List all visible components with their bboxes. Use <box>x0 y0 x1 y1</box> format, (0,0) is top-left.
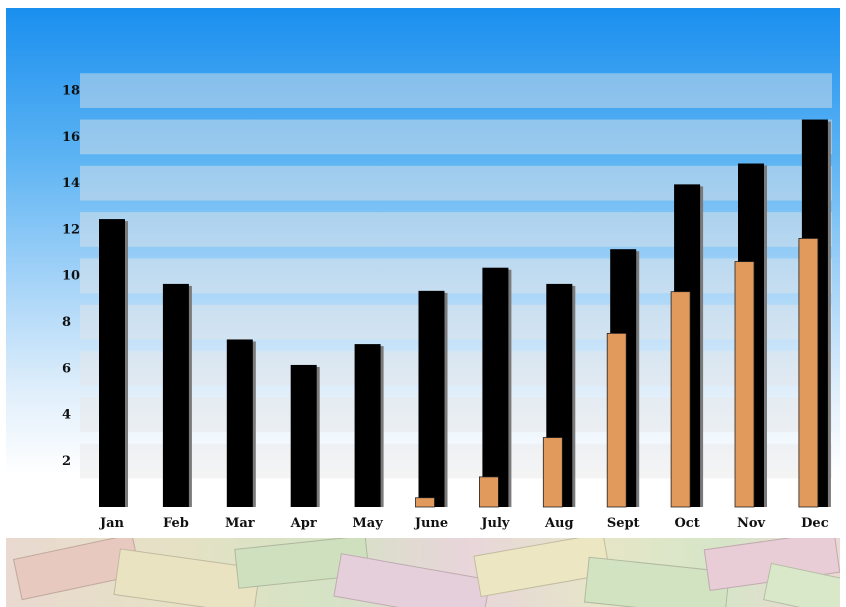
bar-series-1-feb <box>162 283 189 507</box>
grid-stripe-12 <box>80 212 832 247</box>
x-tick-label: May <box>352 516 383 531</box>
bar-series-1-mar <box>226 339 253 507</box>
x-tick-label: Jan <box>99 516 125 531</box>
bar-shadow <box>251 341 256 507</box>
x-tick-label: Apr <box>290 516 317 531</box>
bars <box>99 119 831 508</box>
x-tick-label: July <box>480 516 510 531</box>
grid-stripe-10 <box>80 258 832 294</box>
y-axis: 2 4 6 8 10 12 14 16 18 <box>62 83 80 468</box>
x-tick-label: June <box>414 516 448 531</box>
bar-shadow <box>315 366 320 507</box>
x-tick-label: Feb <box>163 516 189 531</box>
grid-stripe-16 <box>80 119 832 155</box>
bar-series-2-aug <box>542 437 563 508</box>
y-tick-label: 14 <box>62 176 80 191</box>
bar-shadow <box>635 251 640 507</box>
grid-stripes <box>80 73 832 479</box>
bar-shadow <box>187 285 192 507</box>
y-tick-label: 10 <box>62 269 80 284</box>
grid-stripe-18 <box>80 73 832 108</box>
bar-series-1-may <box>354 344 381 507</box>
bar-series-2-sept <box>606 332 627 508</box>
grid-stripe-4 <box>80 397 832 433</box>
euro-banknotes-image <box>6 538 840 607</box>
bar-series-2-dec <box>798 238 819 508</box>
bar-series-1-apr <box>290 364 317 507</box>
x-tick-label: Dec <box>801 516 829 531</box>
grid-stripe-6 <box>80 351 832 386</box>
bar-shadow <box>507 269 512 507</box>
bar-series-1-june <box>418 290 445 507</box>
x-tick-label: Oct <box>674 516 699 531</box>
bar-shadow <box>571 285 576 507</box>
y-tick-label: 2 <box>62 454 71 469</box>
x-tick-label: Mar <box>225 516 255 531</box>
x-axis: Jan Feb Mar Apr May June July Aug Sept Oct Nov Dec <box>99 516 829 531</box>
x-tick-label: Sept <box>607 516 640 531</box>
bar-series-2-july <box>478 476 499 508</box>
bar-shadow <box>443 292 448 507</box>
grid-stripe-8 <box>80 304 832 340</box>
grid-stripe-2 <box>80 443 832 479</box>
grid-stripe-14 <box>80 165 832 201</box>
bar-shadow <box>699 186 704 508</box>
y-tick-label: 8 <box>62 315 71 330</box>
y-tick-label: 16 <box>62 130 80 145</box>
bar-shadow <box>124 221 128 507</box>
bar-series-2-nov <box>734 261 755 508</box>
bar-series-2-oct <box>670 291 691 508</box>
bar-series-1-jan <box>99 219 125 507</box>
x-tick-label: Nov <box>737 516 766 531</box>
y-tick-label: 6 <box>62 361 71 376</box>
bar-shadow <box>763 165 767 507</box>
x-tick-label: Aug <box>544 516 574 531</box>
y-tick-label: 4 <box>62 408 71 423</box>
y-tick-label: 12 <box>62 222 80 237</box>
bar-series-2-june <box>415 497 435 508</box>
bar-series-1-july <box>482 267 509 507</box>
bar-shadow <box>826 121 831 508</box>
y-tick-label: 18 <box>62 83 80 98</box>
bar-shadow <box>379 346 384 507</box>
